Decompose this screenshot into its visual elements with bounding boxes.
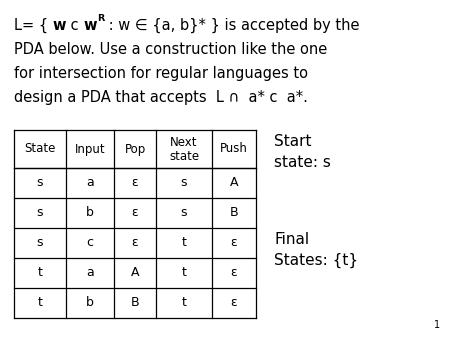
Text: t: t <box>181 296 186 310</box>
Text: for intersection for regular languages to: for intersection for regular languages t… <box>14 66 308 81</box>
Text: s: s <box>37 237 43 249</box>
Text: s: s <box>181 207 187 219</box>
Text: Input: Input <box>75 143 105 155</box>
Text: 1: 1 <box>434 320 440 330</box>
Text: R: R <box>97 14 104 23</box>
Text: s: s <box>181 176 187 190</box>
Text: s: s <box>37 207 43 219</box>
Text: s: s <box>37 176 43 190</box>
Text: A: A <box>230 176 238 190</box>
Text: t: t <box>181 237 186 249</box>
Text: c: c <box>86 237 94 249</box>
Text: L= {: L= { <box>14 18 53 33</box>
Text: b: b <box>86 207 94 219</box>
Text: ε: ε <box>132 237 138 249</box>
Text: Next: Next <box>170 136 198 148</box>
Text: ε: ε <box>231 237 237 249</box>
Text: Pop: Pop <box>124 143 146 155</box>
Text: Push: Push <box>220 143 248 155</box>
Text: t: t <box>37 296 42 310</box>
Text: ε: ε <box>231 266 237 280</box>
Text: t: t <box>181 266 186 280</box>
Text: t: t <box>37 266 42 280</box>
Text: b: b <box>86 296 94 310</box>
Text: c: c <box>66 18 84 33</box>
Text: A: A <box>131 266 139 280</box>
Text: a: a <box>86 176 94 190</box>
Text: state: state <box>169 149 199 163</box>
Text: B: B <box>230 207 238 219</box>
Text: Final
States: {t}: Final States: {t} <box>274 232 358 268</box>
Text: B: B <box>130 296 140 310</box>
Text: State: State <box>24 143 56 155</box>
Text: w: w <box>84 18 97 33</box>
Text: PDA below. Use a construction like the one: PDA below. Use a construction like the o… <box>14 42 327 57</box>
Text: ε: ε <box>132 176 138 190</box>
Text: Start
state: s: Start state: s <box>274 134 331 170</box>
Text: ε: ε <box>231 296 237 310</box>
Text: ε: ε <box>132 207 138 219</box>
Text: : w ∈ {a, b}* } is accepted by the: : w ∈ {a, b}* } is accepted by the <box>104 18 360 33</box>
Text: w: w <box>53 18 66 33</box>
Text: design a PDA that accepts  L ∩  a* c  a*.: design a PDA that accepts L ∩ a* c a*. <box>14 90 308 105</box>
Text: a: a <box>86 266 94 280</box>
